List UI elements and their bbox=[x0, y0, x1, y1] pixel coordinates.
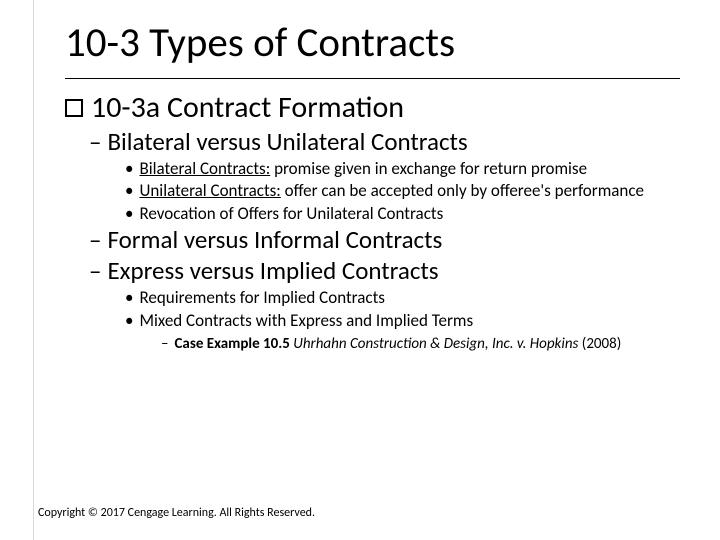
level3-a1-lead: Bilateral Contracts: bbox=[139, 158, 270, 179]
level2-a-label: Bilateral versus Unilateral Contracts bbox=[107, 126, 467, 157]
level3-a2-lead: Unilateral Contracts: bbox=[139, 180, 280, 201]
case-italic: Uhrhahn Construction & Design, Inc. v. H… bbox=[293, 335, 582, 353]
bullet-dot-icon: • bbox=[125, 158, 133, 179]
outline-level2-c: –Express versus Implied Contracts bbox=[89, 255, 680, 286]
outline-level3-c2: • Mixed Contracts with Express and Implie… bbox=[125, 311, 680, 331]
square-bullet-icon bbox=[65, 99, 83, 117]
outline-level1: 10-3a Contract Formation bbox=[65, 89, 680, 126]
dash-icon: – bbox=[161, 335, 168, 353]
outline-level3-c1: • Requirements for Implied Contracts bbox=[125, 288, 680, 308]
bullet-dot-icon: • bbox=[125, 287, 133, 308]
level3-a3-label: Revocation of Offers for Unilateral Cont… bbox=[139, 203, 443, 224]
slide: 10-3 Types of Contracts 10-3a Contract F… bbox=[0, 0, 720, 540]
case-lead: Case Example 10.5 bbox=[174, 335, 293, 353]
left-sidebar bbox=[0, 0, 34, 540]
copyright-footer: Copyright © 2017 Cengage Learning. All R… bbox=[38, 506, 315, 520]
outline-level4-case: –Case Example 10.5 Uhrhahn Construction … bbox=[161, 335, 680, 354]
outline-level2-a: –Bilateral versus Unilateral Contracts bbox=[89, 126, 680, 157]
case-tail: (2008) bbox=[582, 335, 622, 353]
level3-c2-label: Mixed Contracts with Express and Implied… bbox=[139, 310, 473, 331]
outline-level3-a2: • Unilateral Contracts: offer can be acce… bbox=[125, 181, 680, 201]
outline-level2-b: –Formal versus Informal Contracts bbox=[89, 224, 680, 255]
dash-icon: – bbox=[89, 224, 101, 255]
dash-icon: – bbox=[89, 255, 101, 286]
bullet-dot-icon: • bbox=[125, 310, 133, 331]
outline-level3-a3: • Revocation of Offers for Unilateral Con… bbox=[125, 204, 680, 224]
bullet-dot-icon: • bbox=[125, 203, 133, 224]
level1-label: 10-3a Contract Formation bbox=[91, 89, 404, 126]
level3-a1-rest: promise given in exchange for return pro… bbox=[270, 158, 587, 179]
title-rule bbox=[65, 78, 680, 79]
slide-title: 10-3 Types of Contracts bbox=[65, 18, 680, 68]
level3-c1-label: Requirements for Implied Contracts bbox=[139, 287, 384, 308]
bullet-dot-icon: • bbox=[125, 180, 133, 201]
outline-level3-a1: • Bilateral Contracts: promise given in e… bbox=[125, 159, 680, 179]
level2-c-label: Express versus Implied Contracts bbox=[107, 255, 438, 286]
dash-icon: – bbox=[89, 126, 101, 157]
level3-a2-rest: offer can be accepted only by offeree's … bbox=[281, 180, 644, 201]
level2-b-label: Formal versus Informal Contracts bbox=[107, 224, 442, 255]
